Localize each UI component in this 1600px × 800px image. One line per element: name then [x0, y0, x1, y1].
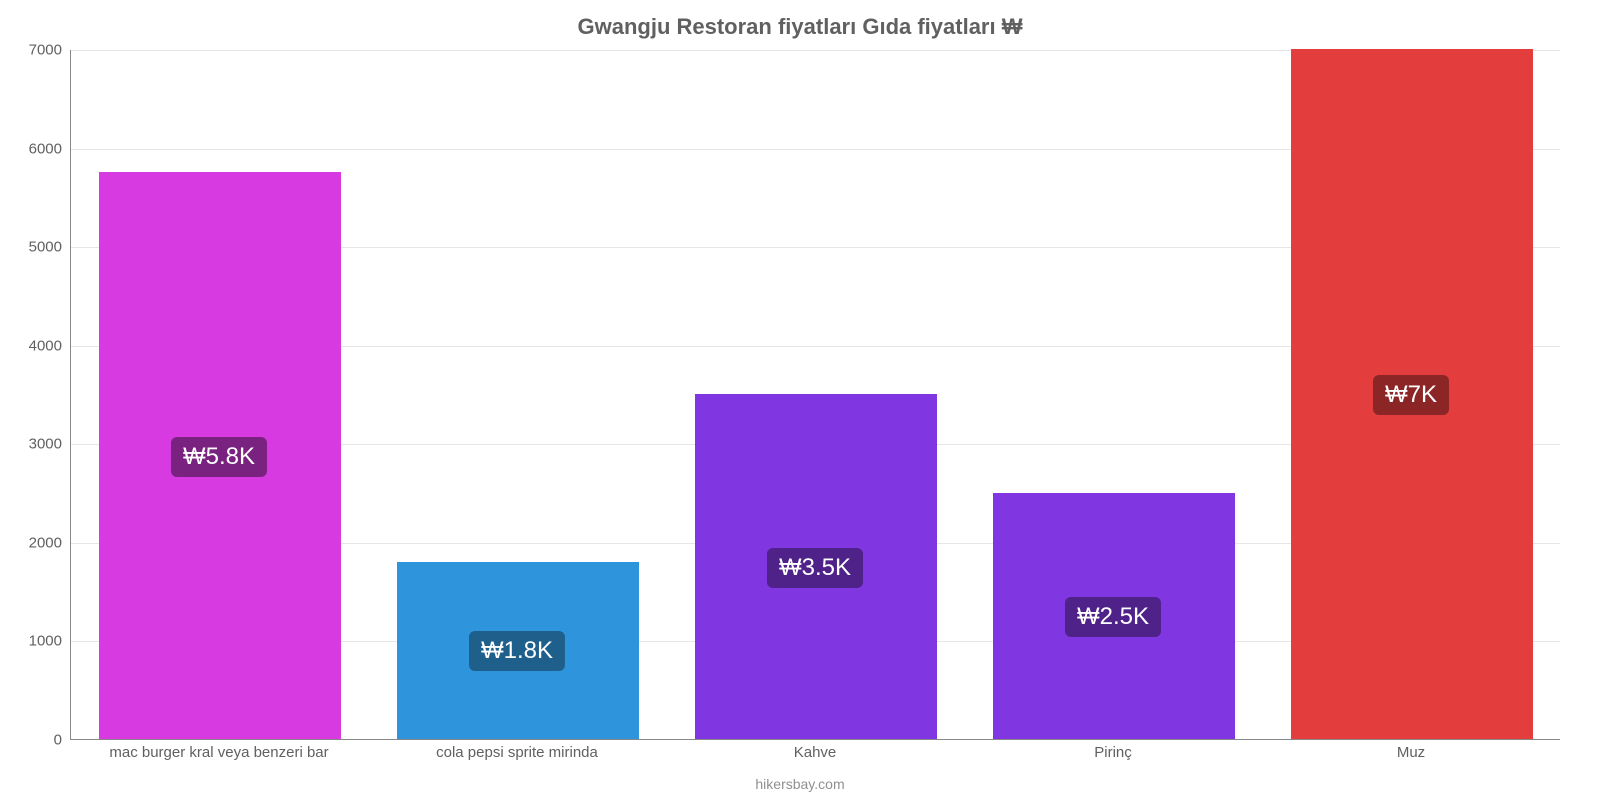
price-bar-chart: Gwangju Restoran fiyatları Gıda fiyatlar…: [0, 0, 1600, 800]
chart-credit: hikersbay.com: [0, 776, 1600, 792]
y-axis-tick-label: 7000: [7, 42, 62, 59]
x-axis-tick-label: Kahve: [794, 744, 837, 761]
y-axis-tick-label: 2000: [7, 534, 62, 551]
x-axis-tick-label: Muz: [1397, 744, 1425, 761]
y-axis-tick-label: 6000: [7, 140, 62, 157]
y-axis-tick-label: 0: [7, 732, 62, 749]
x-axis-tick-label: cola pepsi sprite mirinda: [436, 744, 598, 761]
x-axis-tick-label: mac burger kral veya benzeri bar: [109, 744, 328, 761]
y-axis-tick-label: 3000: [7, 436, 62, 453]
x-axis-tick-label: Pirinç: [1094, 744, 1132, 761]
bar-value-label: ₩5.8K: [171, 437, 267, 477]
y-axis-tick-label: 1000: [7, 633, 62, 650]
bar-value-label: ₩2.5K: [1065, 597, 1161, 637]
plot-area: [70, 50, 1560, 740]
y-axis-tick-label: 5000: [7, 239, 62, 256]
y-axis-tick-label: 4000: [7, 337, 62, 354]
bar-value-label: ₩7K: [1373, 375, 1449, 415]
chart-title: Gwangju Restoran fiyatları Gıda fiyatlar…: [0, 14, 1600, 40]
bar-value-label: ₩3.5K: [767, 548, 863, 588]
bar-value-label: ₩1.8K: [469, 631, 565, 671]
